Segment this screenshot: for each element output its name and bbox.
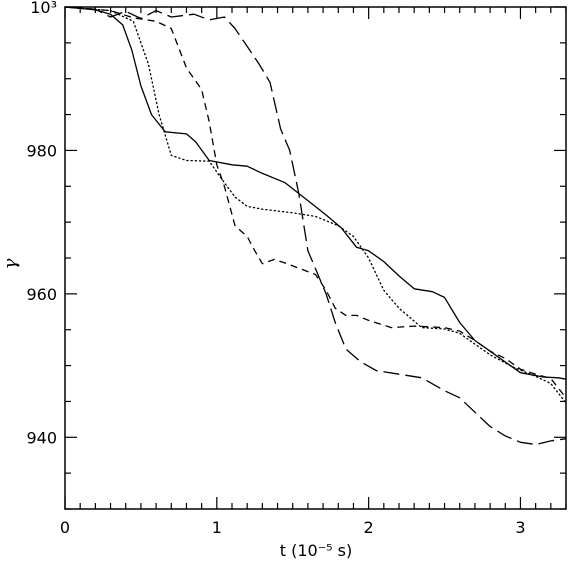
x-tick-label: 3 [515, 518, 525, 537]
series-line-dotted [64, 6, 567, 404]
series-line-long-dash [64, 6, 567, 446]
y-tick-label: 10³ [30, 0, 57, 17]
series-line-solid [64, 6, 567, 380]
y-tick-label: 960 [26, 285, 57, 304]
y-tick-label: 980 [26, 141, 57, 160]
y-axis-label: γ [0, 258, 21, 269]
x-tick-labels: 0 1 2 3 [60, 518, 526, 537]
series-layer [64, 6, 567, 446]
x-tick-label: 2 [364, 518, 374, 537]
x-axis-label: t (10⁻⁵ s) [280, 541, 352, 560]
x-tick-label: 1 [212, 518, 222, 537]
series-line-short-dash [64, 6, 567, 399]
y-tick-label: 940 [26, 428, 57, 447]
y-tick-labels: 940 960 980 10³ [26, 0, 57, 447]
x-tick-label: 0 [60, 518, 70, 537]
axis-ticks [64, 6, 567, 510]
